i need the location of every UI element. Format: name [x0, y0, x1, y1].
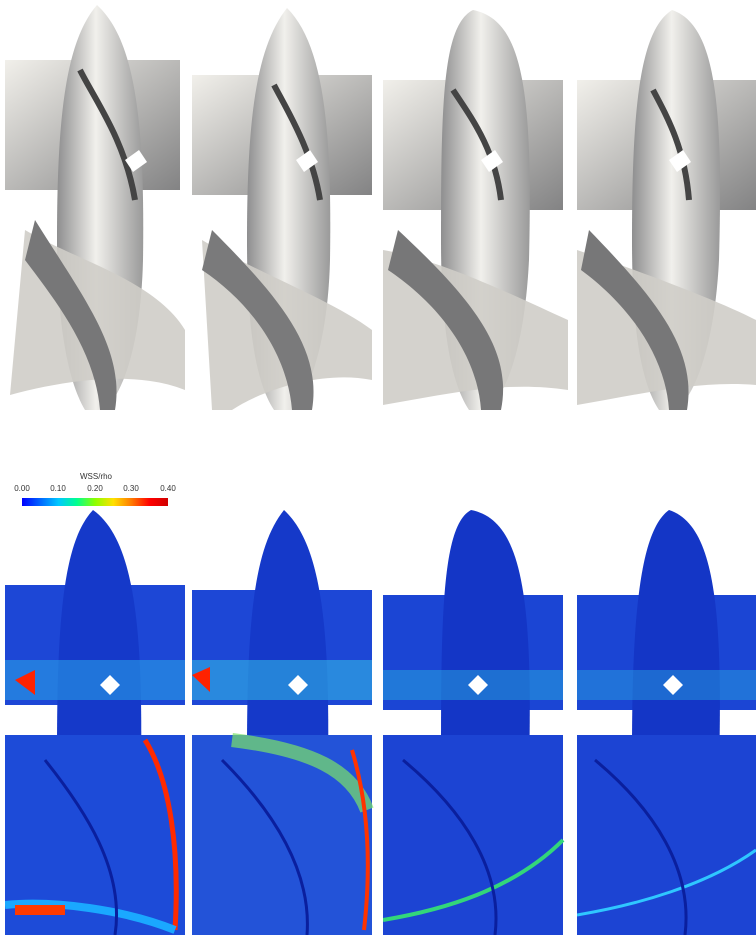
colorbar-tick-4: 0.40: [160, 484, 176, 493]
wss-colorbar: WSS/rho 0.00 0.10 0.20 0.30 0.40: [10, 472, 180, 514]
geometry-panel-1: [5, 0, 190, 410]
geometry-render-2: [192, 8, 372, 410]
wss-panel-2: [192, 510, 377, 935]
wss-panel-1: [5, 510, 190, 935]
geometry-panel-3: [383, 0, 568, 410]
wss-render-2: [192, 510, 374, 935]
geometry-render-1: [5, 5, 185, 410]
colorbar-tick-1: 0.10: [50, 484, 66, 493]
geometry-render-3: [383, 10, 568, 410]
wss-render-3: [383, 510, 565, 935]
geometry-panel-4: [577, 0, 756, 410]
colorbar-tick-0: 0.00: [14, 484, 30, 493]
wss-render-1: [5, 510, 185, 935]
wss-panel-4: [577, 510, 756, 935]
colorbar-tick-3: 0.30: [123, 484, 139, 493]
geometry-render-4: [577, 10, 756, 410]
wss-panel-3: [383, 510, 568, 935]
colorbar-title: WSS/rho: [80, 472, 113, 481]
wss-render-4: [577, 510, 756, 935]
colorbar-ticks: 0.00 0.10 0.20 0.30 0.40: [10, 484, 180, 494]
colorbar-gradient: [22, 498, 168, 506]
geometry-panel-2: [192, 0, 377, 410]
colorbar-tick-2: 0.20: [87, 484, 103, 493]
